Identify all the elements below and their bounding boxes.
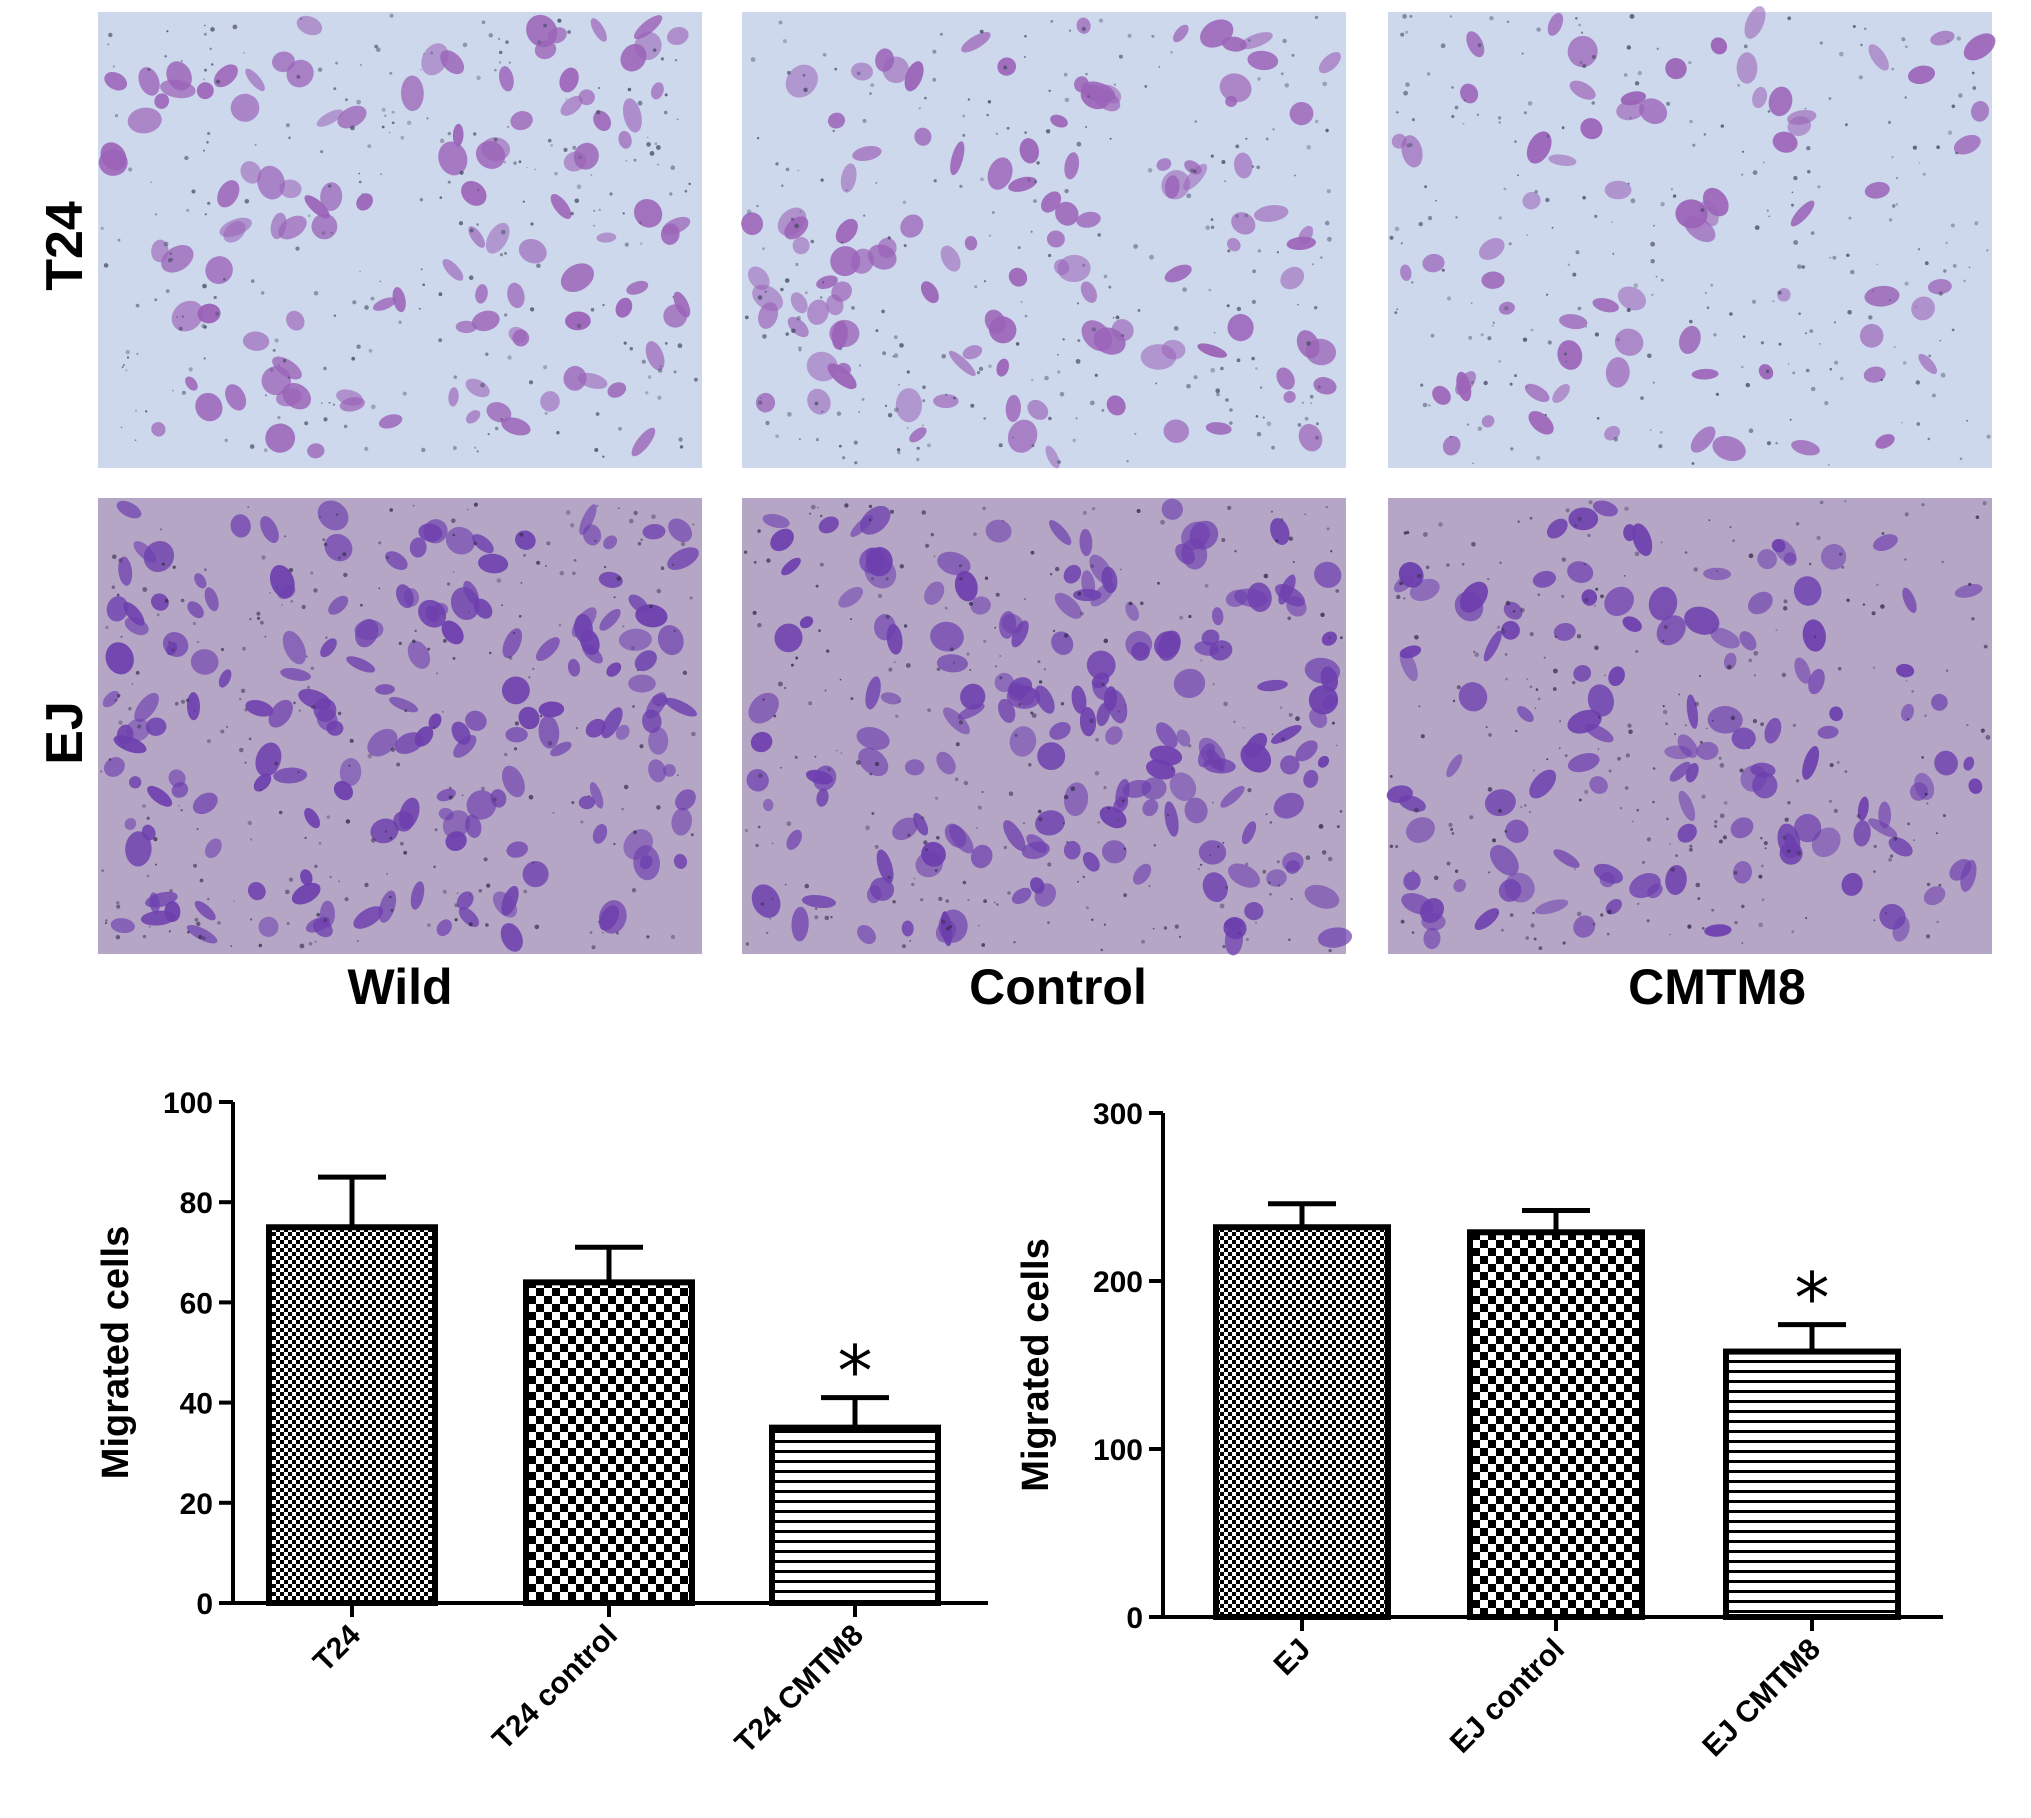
y-tick-label: 0	[196, 1588, 213, 1621]
y-axis-title: Migrated cells	[95, 1226, 137, 1479]
y-tick-label: 200	[1093, 1266, 1143, 1299]
y-tick-label: 60	[180, 1287, 213, 1320]
chart-ej-migration: 0 100 200 300 Migrated cells EJ EJ control * EJ …	[1015, 1098, 1943, 1763]
micrograph-ej-wild	[98, 498, 702, 954]
significance-marker: *	[838, 1331, 873, 1413]
bar-ej-control	[1467, 1229, 1645, 1621]
micrograph-grid	[98, 6, 1996, 956]
column-label-cmtm8: CMTM8	[1628, 959, 1806, 1015]
y-axis-title: Migrated cells	[1015, 1238, 1057, 1491]
column-label-control: Control	[969, 959, 1147, 1015]
y-tick-label: 300	[1093, 1098, 1143, 1131]
x-category-label: T24	[307, 1618, 367, 1678]
y-tick-label: 20	[180, 1488, 213, 1521]
x-category-label: T24 CMTM8	[729, 1619, 870, 1760]
y-tick-label: 80	[180, 1187, 213, 1220]
micrograph-t24-control	[741, 12, 1346, 469]
x-category-label: EJ CMTM8	[1696, 1633, 1827, 1764]
bar-t24-cmtm8	[769, 1424, 941, 1607]
y-tick-label: 100	[163, 1087, 213, 1120]
chart-t24-migration: 0 20 40 60 80 100 Migrated cells T24 T24 control…	[95, 1087, 988, 1760]
significance-marker: *	[1795, 1258, 1830, 1340]
y-tick-label: 0	[1126, 1602, 1143, 1635]
y-tick-label: 100	[1093, 1434, 1143, 1467]
bar-t24	[266, 1224, 438, 1606]
x-category-label: EJ	[1268, 1633, 1317, 1682]
bar-ej	[1213, 1224, 1391, 1620]
micrograph-t24-wild	[98, 12, 702, 468]
column-label-wild: Wild	[347, 959, 452, 1015]
bar-t24-control	[523, 1279, 695, 1606]
micrograph-t24-cmtm8	[1388, 6, 1996, 468]
y-tick-label: 40	[180, 1388, 213, 1421]
micrograph-ej-control	[742, 498, 1353, 956]
bar-ej-cmtm8	[1723, 1348, 1901, 1621]
row-label-t24: T24	[36, 201, 94, 291]
micrograph-ej-cmtm8	[1386, 498, 1992, 954]
row-label-ej: EJ	[36, 701, 94, 765]
x-category-label: T24 control	[486, 1619, 624, 1757]
x-category-label: EJ control	[1444, 1633, 1571, 1760]
